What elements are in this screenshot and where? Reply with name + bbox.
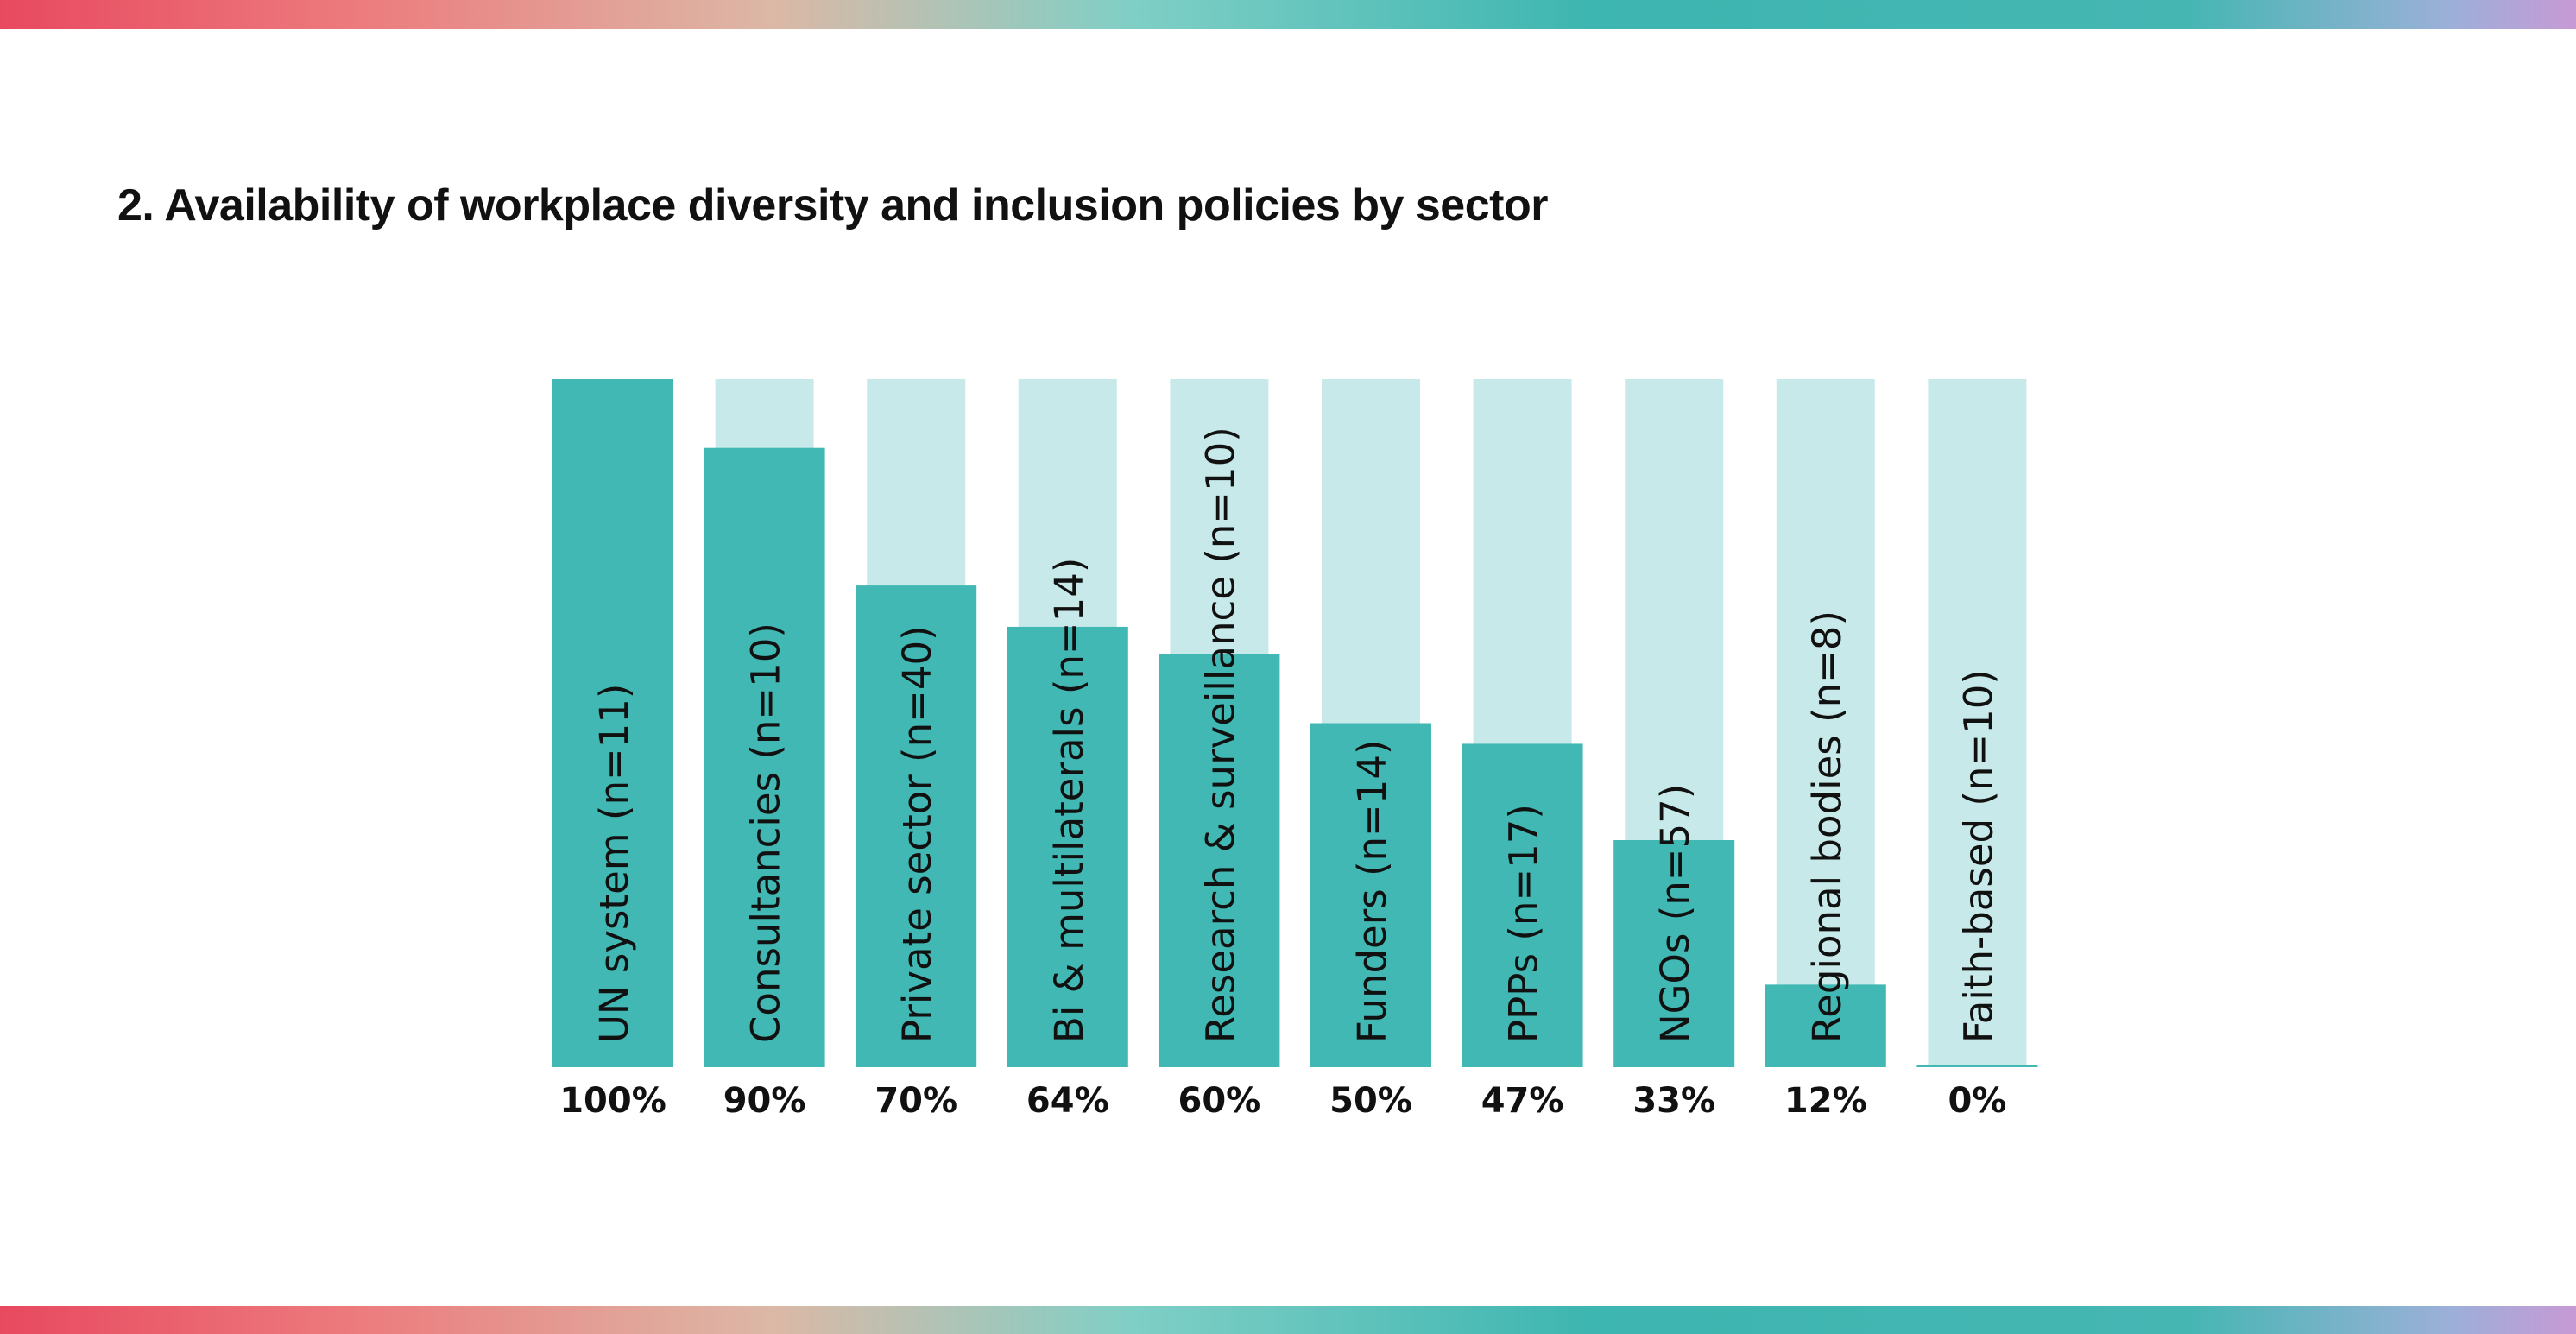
bottom-gradient-stripe [0, 1306, 2576, 1334]
value-label-faith-based: 0% [1948, 1081, 2006, 1121]
bar-bi-multilaterals [1007, 626, 1128, 1067]
category-label-funders: Funders (n=14) [1349, 739, 1395, 1043]
bars [552, 379, 2038, 1067]
value-label-ppps: 47% [1481, 1081, 1564, 1121]
bar-faith-based [1916, 1065, 2038, 1067]
value-label-consultancies: 90% [723, 1081, 806, 1121]
bar-track-regional-bodies [1776, 379, 1875, 1067]
bar-private-sector [856, 585, 977, 1067]
value-label-regional-bodies: 12% [1784, 1081, 1867, 1121]
category-label-consultancies: Consultancies (n=10) [743, 623, 789, 1043]
chart-title: 2. Availability of workplace diversity a… [117, 180, 1548, 231]
category-label-ngos: NGOs (n=57) [1652, 784, 1698, 1043]
value-label-ngos: 33% [1632, 1081, 1715, 1121]
bar-funders [1310, 723, 1431, 1067]
bar-track-faith-based [1928, 379, 2027, 1067]
value-label-private-sector: 70% [874, 1081, 957, 1121]
category-label-private-sector: Private sector (n=40) [894, 625, 940, 1043]
bar-regional-bodies [1765, 984, 1886, 1067]
bar-ngos [1613, 839, 1735, 1067]
bar-un-system [552, 379, 673, 1067]
value-labels: 100% 90% 70% 64% 60% 50% 47% 33% 12% 0% [559, 1081, 2006, 1121]
value-label-funders: 50% [1329, 1081, 1412, 1121]
value-label-bi-multilaterals: 64% [1026, 1081, 1109, 1121]
bar-research-surveillance [1159, 654, 1280, 1067]
value-label-research-surveillance: 60% [1178, 1081, 1261, 1121]
category-label-regional-bodies: Regional bodies (n=8) [1804, 610, 1850, 1043]
bar-ppps [1462, 743, 1583, 1067]
category-label-ppps: PPPs (n=17) [1501, 804, 1547, 1043]
category-labels: UN system (n=11) Consultancies (n=10) Priv… [591, 427, 2001, 1043]
category-label-bi-multilaterals: Bi & multilaterals (n=14) [1046, 558, 1092, 1043]
category-label-research-surveillance: Research & surveillance (n=10) [1197, 427, 1243, 1043]
category-label-faith-based: Faith-based (n=10) [1955, 669, 2001, 1043]
value-label-un-system: 100% [559, 1081, 666, 1121]
bar-consultancies [704, 447, 825, 1067]
category-label-un-system: UN system (n=11) [591, 684, 637, 1044]
top-gradient-stripe [0, 0, 2576, 29]
